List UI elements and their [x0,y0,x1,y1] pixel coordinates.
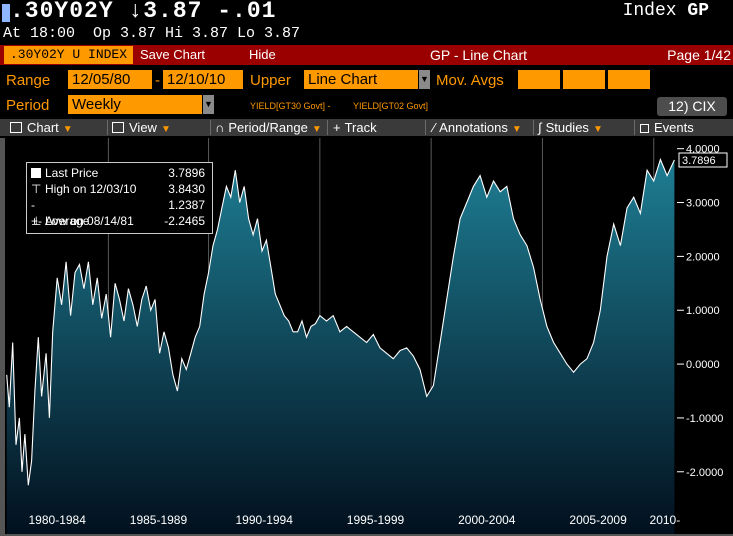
period-select[interactable]: Weekly [68,95,202,114]
x-tick-label: 1995-1999 [347,513,405,527]
x-tick-label: 2010- [650,513,681,527]
page-indicator: Page 1/42 [667,47,731,63]
mov-avg-2-input[interactable] [563,70,605,89]
ticker-line: .30Y02Y ↓3.87 -.01 [10,0,277,24]
quote-text: At 18:00 Op 3.87 Hi 3.87 Lo 3.87 [3,25,301,42]
chart-legend: Last Price 3.7896 ⊤ High on 12/03/10 3.8430… [26,162,213,234]
y-tick-label: -2.0000 [686,467,723,479]
range-label: Range [6,72,51,89]
hide-button[interactable]: Hide [249,47,276,62]
chart-menu[interactable]: Chart ▼ [10,119,73,136]
legend-last-price: Last Price 3.7896 [31,165,209,181]
bottom-edge [0,534,733,536]
studies-icon: ∫ [538,120,542,135]
function-label: Index GP [623,1,709,21]
left-scroll-edge[interactable] [0,138,5,534]
toolbar-divider [107,120,108,135]
function-title: GP - Line Chart [430,47,528,63]
y-tick-label: -1.0000 [686,413,723,425]
range-dash: - [155,72,160,89]
upper-dropdown-icon[interactable]: ▼ [419,70,430,89]
range-end-input[interactable]: 12/10/10 [163,70,243,89]
toolbar-divider [210,120,211,135]
area-fill [6,159,675,534]
chevron-down-icon: ▼ [511,124,522,135]
toolbar-divider [425,120,426,135]
upper-label: Upper [250,72,291,89]
toolbar-divider [327,120,328,135]
x-tick-label: 1980-1984 [29,513,87,527]
line-chart[interactable]: 1980-1984 1985-1989 1990-1994 1995-1999 2000… [0,138,733,536]
pencil-icon: ∕ [433,120,436,135]
high-marker-icon: ⊤ [31,182,42,196]
legend-average: -+- Average 1.2387 [31,198,205,228]
y-tick-label: 0.0000 [686,359,720,371]
annotations-menu[interactable]: ∕ Annotations ▼ [433,120,522,135]
security-tab[interactable]: .30Y02Y U INDEX [4,46,134,64]
average-marker-icon: -+- [31,198,43,228]
mov-avg-3-input[interactable] [608,70,650,89]
chevron-down-icon: ▼ [592,124,603,135]
x-axis: 1980-1984 1985-1989 1990-1994 1995-1999 2000… [29,513,681,527]
y-tick-label: 1.0000 [686,305,720,317]
x-tick-label: 1990-1994 [236,513,294,527]
events-icon [640,124,649,133]
toolbar-divider [533,120,534,135]
studies-menu[interactable]: ∫ Studies ▼ [538,120,603,135]
legend-low: ⊥ Low on 08/14/81 -2.2465 [31,214,205,228]
price-line [6,157,675,486]
period-range-menu[interactable]: ∩ Period/Range ▼ [215,120,322,135]
period-label: Period [6,97,50,114]
mov-avg-1-input[interactable] [518,70,560,89]
ticker-header: .30Y02Y ↓3.87 -.01 Index GP [0,0,733,25]
x-tick-label: 2000-2004 [458,513,516,527]
chart-toolbar: Chart ▼ View ▼ ∩ Period/Range ▼ + Track ∕ Anno… [0,119,733,136]
chevron-down-icon: ▼ [62,124,73,135]
view-menu[interactable]: View ▼ [112,119,171,136]
crosshair-icon: + [333,120,341,135]
cix-button[interactable]: 12) CIX [657,97,727,116]
save-chart-button[interactable]: Save Chart [140,47,206,62]
x-tick-label: 2005-2009 [569,513,627,527]
upper-select[interactable]: Line Chart [304,70,418,89]
function-code: GP [687,1,709,21]
last-value-marker: 3.7896 [678,152,728,168]
track-button[interactable]: + Track [333,120,377,135]
period-dropdown-icon[interactable]: ▼ [203,95,214,114]
function-bar: .30Y02Y U INDEX Save Chart Hide GP - Lin… [0,45,733,65]
last-price-swatch [31,168,41,178]
expression-part-1: YIELD[GT30 Govt] - [250,101,331,111]
ticker-accent-bar [2,4,10,22]
events-button[interactable]: Events [640,119,694,136]
expression-part-2: YIELD[GT02 Govt] [353,101,429,111]
mov-avgs-label: Mov. Avgs [436,72,504,89]
y-tick-label: 2.0000 [686,251,720,263]
view-icon [112,122,124,133]
chevron-down-icon: ▼ [160,124,171,135]
toolbar-divider [634,120,635,135]
quote-line: At 18:00 Op 3.87 Hi 3.87 Lo 3.87 [0,25,733,43]
index-label: Index [622,1,677,21]
y-axis: 4.00003.00002.00001.00000.0000-1.0000-2.… [677,144,723,479]
period-range-icon: ∩ [215,120,225,135]
chevron-down-icon: ▼ [311,124,322,135]
last-value-label: 3.7896 [682,155,716,167]
range-start-input[interactable]: 12/05/80 [68,70,152,89]
legend-high: ⊤ High on 12/03/10 3.8430 [31,182,205,196]
low-marker-icon: ⊥ [31,214,42,228]
x-tick-label: 1985-1989 [130,513,188,527]
y-tick-label: 3.0000 [686,198,720,210]
chart-icon [10,122,22,133]
